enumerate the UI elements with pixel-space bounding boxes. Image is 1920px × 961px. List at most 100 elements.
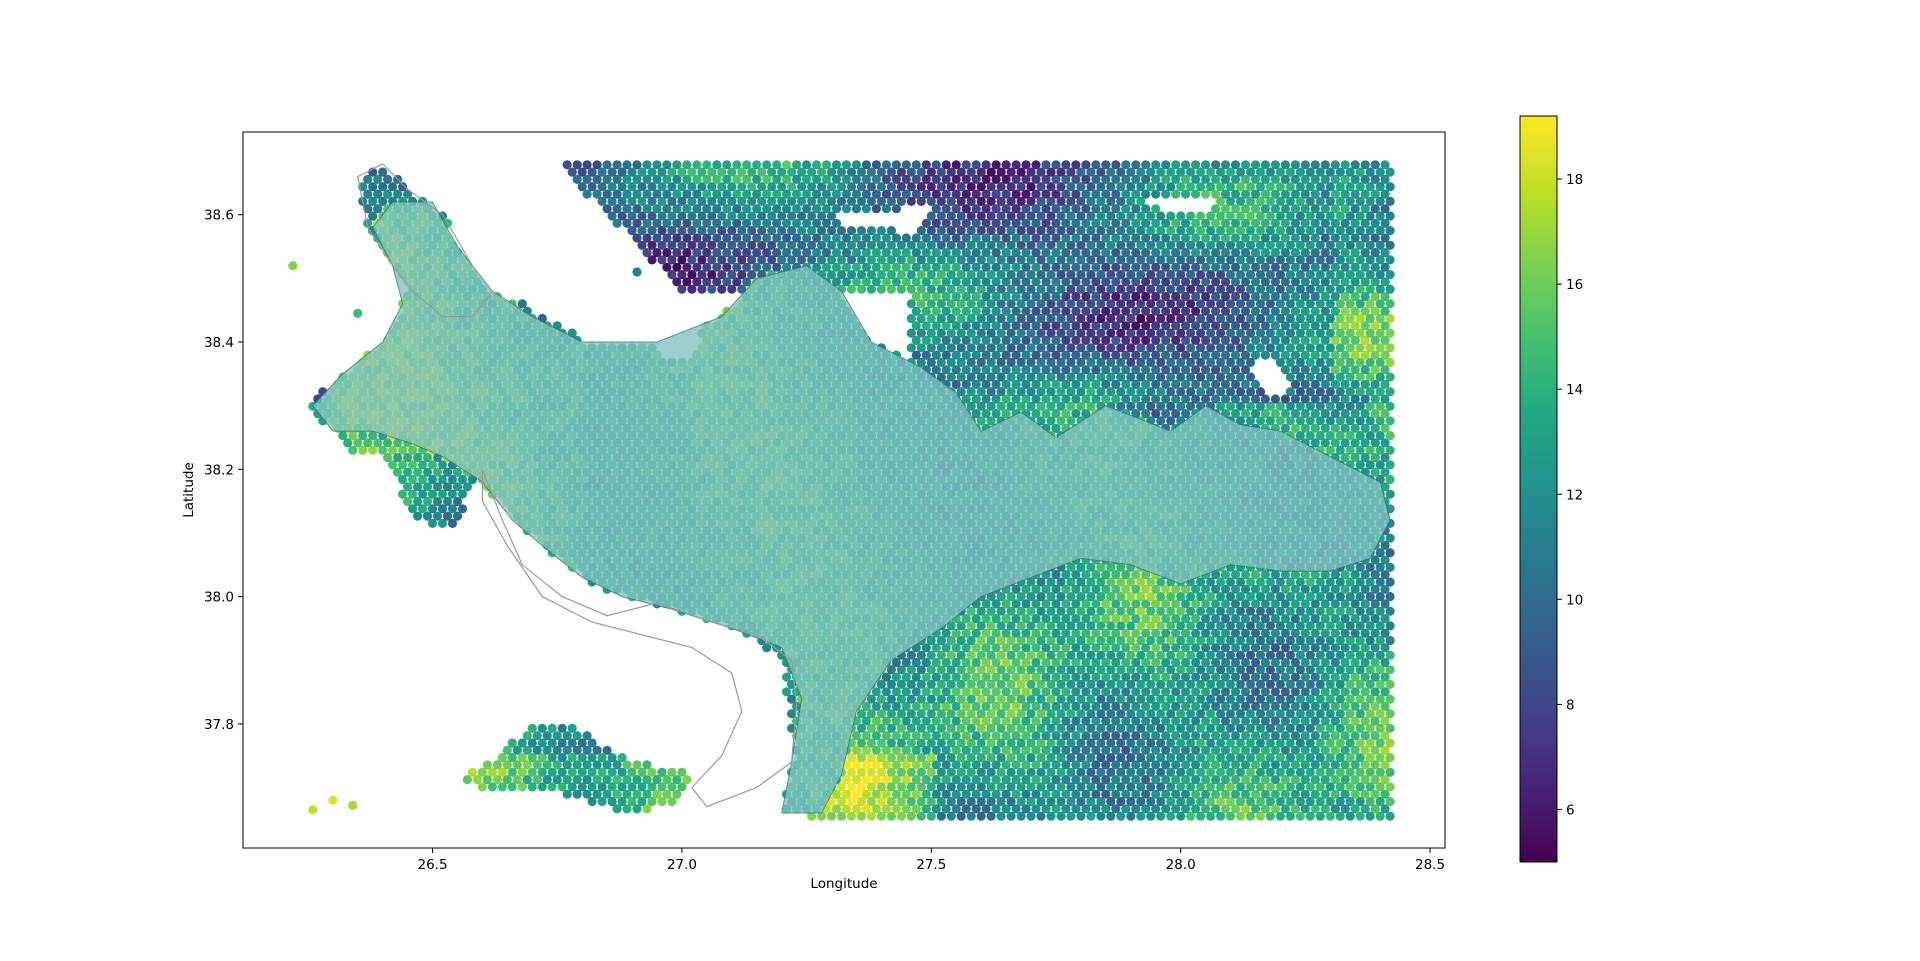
scatter-point [1240, 760, 1251, 770]
scatter-point [1141, 687, 1151, 697]
scatter-point [1096, 767, 1106, 777]
scatter-point [1300, 731, 1310, 741]
scatter-point [1061, 687, 1071, 697]
scatter-point [1216, 694, 1226, 704]
scatter-point [1146, 753, 1156, 763]
scatter-point [951, 760, 961, 770]
scatter-point [1036, 811, 1046, 821]
scatter-point [1066, 709, 1076, 719]
scatter-point [876, 782, 887, 792]
scatter-point [1375, 811, 1385, 821]
scatter-point [876, 709, 887, 719]
scatter-point [1206, 811, 1216, 821]
scatter-point [572, 775, 582, 785]
scatter-point [841, 804, 852, 814]
scatter-point [861, 760, 872, 770]
scatter-point [1106, 679, 1116, 690]
scatter-point [817, 811, 827, 821]
scatter-point [527, 723, 537, 733]
scatter-point [1116, 767, 1126, 777]
scatter-point [607, 753, 617, 763]
scatter-point [1265, 738, 1275, 748]
scatter-point [1061, 716, 1071, 726]
scatter-point [527, 767, 537, 777]
scatter-point [1211, 701, 1221, 712]
scatter-point [886, 796, 897, 807]
scatter-point [876, 694, 887, 704]
scatter-point [1131, 804, 1141, 814]
scatter-point [1220, 672, 1231, 682]
scatter-point [1310, 775, 1320, 785]
scatter-point [996, 709, 1006, 719]
scatter-point [891, 687, 902, 697]
scatter-point [1026, 709, 1036, 719]
scatter-point [1325, 694, 1335, 704]
scatter-point [1166, 694, 1176, 704]
scatter-point [1370, 804, 1380, 814]
scatter-point [1295, 796, 1305, 807]
scatter-point [1285, 723, 1295, 733]
scatter-point [1275, 767, 1285, 777]
scatter-point [1385, 709, 1395, 719]
scatter-point [1181, 745, 1191, 755]
scatter-point [1245, 723, 1256, 733]
scatter-point [1285, 694, 1295, 704]
scatter-point [926, 679, 936, 690]
plot-area [288, 160, 1395, 821]
scatter-point [966, 796, 976, 807]
scatter-point [1225, 811, 1236, 821]
scatter-point [1186, 679, 1196, 690]
scatter-point [557, 767, 567, 777]
scatter-point [1116, 782, 1126, 792]
scatter-point [1335, 782, 1345, 792]
scatter-point [1325, 796, 1335, 807]
scatter-point [986, 782, 996, 792]
scatter-point [1216, 709, 1226, 719]
scatter-point [1026, 782, 1036, 792]
scatter-point [1265, 753, 1275, 763]
scatter-point [1036, 738, 1046, 748]
scatter-point [1255, 738, 1266, 748]
scatter-point [787, 709, 797, 719]
scatter-point [1325, 782, 1335, 792]
scatter-point [991, 745, 1001, 755]
scatter-point [1345, 811, 1355, 821]
scatter-point [1006, 782, 1016, 792]
scatter-point [866, 796, 877, 807]
scatter-point [1220, 789, 1231, 799]
scatter-point [507, 767, 517, 777]
scatter-point [672, 775, 682, 785]
scatter-point [1061, 745, 1071, 755]
scatter-point [1245, 709, 1256, 719]
scatter-point [836, 782, 847, 792]
scatter-point [487, 767, 497, 777]
scatter-point [1196, 738, 1206, 748]
scatter-point [921, 672, 931, 682]
scatter-point [1300, 745, 1310, 755]
scatter-point [846, 811, 857, 821]
scatter-point [1171, 804, 1181, 814]
scatter-point [1171, 701, 1181, 712]
scatter-point [926, 796, 936, 807]
scatter-point [1240, 804, 1251, 814]
scatter-point [976, 679, 986, 690]
scatter-point [1370, 687, 1380, 697]
scatter-point [667, 767, 677, 777]
scatter-point [926, 753, 936, 763]
scatter-point [1275, 782, 1285, 792]
scatter-point [886, 782, 897, 792]
scatter-point [1355, 723, 1365, 733]
scatter-point [1071, 701, 1081, 712]
scatter-point [916, 679, 926, 690]
scatter-point [1260, 804, 1270, 814]
scatter-point [1196, 679, 1206, 690]
scatter-point [1260, 716, 1270, 726]
scatter-point [542, 775, 552, 785]
scatter-point [1250, 701, 1261, 712]
scatter-point [477, 782, 487, 792]
scatter-point [966, 738, 976, 748]
scatter-point [547, 723, 557, 733]
scatter-point [1280, 760, 1290, 770]
scatter-point [1365, 709, 1375, 719]
scatter-point [662, 789, 672, 799]
